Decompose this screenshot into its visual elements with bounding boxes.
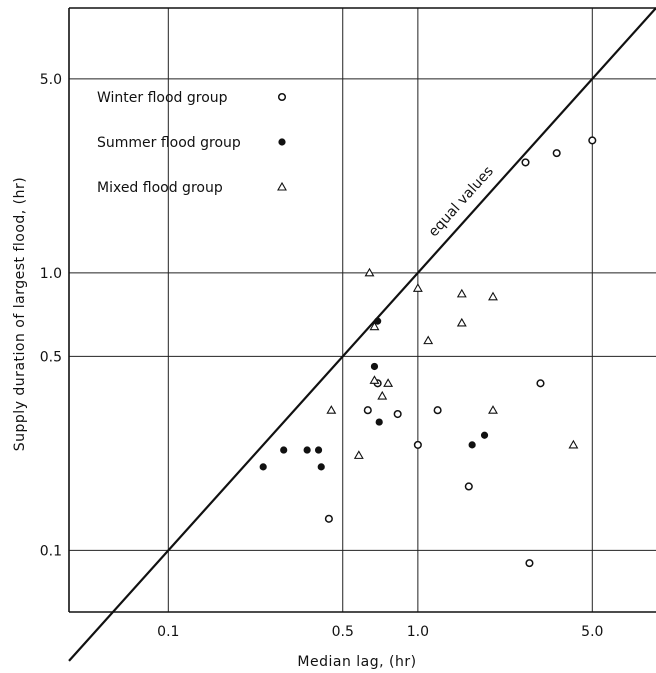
equal-values-line-path <box>68 7 656 662</box>
y-tick-label: 0.5 <box>40 349 62 365</box>
data-point <box>324 514 333 523</box>
series-3 <box>326 267 579 459</box>
data-point <box>364 267 375 277</box>
tick-labels: 0.1 0.5 1.0 5.0 0.1 0.5 1.0 5.0 <box>40 72 604 640</box>
data-point <box>375 418 383 426</box>
data-point <box>369 321 380 331</box>
data-point <box>521 158 530 167</box>
legend-label: Mixed flood group <box>97 180 223 196</box>
data-point <box>370 362 379 371</box>
data-point <box>353 450 364 459</box>
data-point <box>377 390 388 400</box>
data-point <box>568 439 579 449</box>
data-point <box>588 136 597 145</box>
legend-label: Summer flood group <box>97 135 241 151</box>
data-point <box>525 559 534 568</box>
data-point <box>393 409 402 419</box>
legend: Winter flood group Summer flood group Mixe… <box>97 90 287 196</box>
data-point <box>412 283 423 292</box>
data-point <box>456 288 467 298</box>
data-point <box>259 463 267 471</box>
data-point <box>480 431 489 439</box>
x-tick-label: 1.0 <box>407 624 429 640</box>
x-tick-label: 0.1 <box>157 624 179 640</box>
data-point <box>314 446 323 454</box>
data-point <box>464 482 473 491</box>
x-tick-label: 5.0 <box>581 624 603 640</box>
y-tick-label: 1.0 <box>40 266 62 282</box>
legend-marker <box>278 138 286 146</box>
data-point <box>468 441 476 449</box>
data-point <box>488 405 498 414</box>
y-axis-label: Supply duration of largest flood, (hr) <box>12 177 28 451</box>
x-tick-label: 0.5 <box>332 624 354 640</box>
plot-frame <box>68 7 656 613</box>
x-axis-label: Median lag, (hr) <box>297 654 416 670</box>
data-point <box>383 378 394 387</box>
legend-marker <box>277 181 287 191</box>
data-points <box>259 136 597 568</box>
data-point <box>423 335 434 345</box>
data-point <box>374 317 382 325</box>
data-point <box>488 291 498 301</box>
data-point <box>326 405 337 414</box>
data-point <box>456 317 467 327</box>
legend-label: Winter flood group <box>97 90 228 106</box>
data-point <box>536 379 545 388</box>
data-point <box>317 463 325 471</box>
equal-values-line <box>68 7 656 662</box>
data-point <box>433 406 442 415</box>
legend-marker <box>277 92 287 102</box>
data-point <box>369 375 380 384</box>
series-1 <box>324 136 597 568</box>
data-point <box>280 446 288 454</box>
series-2 <box>259 317 489 471</box>
data-point <box>363 406 372 415</box>
equal-values-label: equal values <box>426 163 497 240</box>
y-tick-label: 5.0 <box>40 72 62 88</box>
data-point <box>552 149 561 158</box>
y-tick-label: 0.1 <box>40 543 62 559</box>
data-point <box>303 446 311 454</box>
data-point <box>413 440 422 449</box>
